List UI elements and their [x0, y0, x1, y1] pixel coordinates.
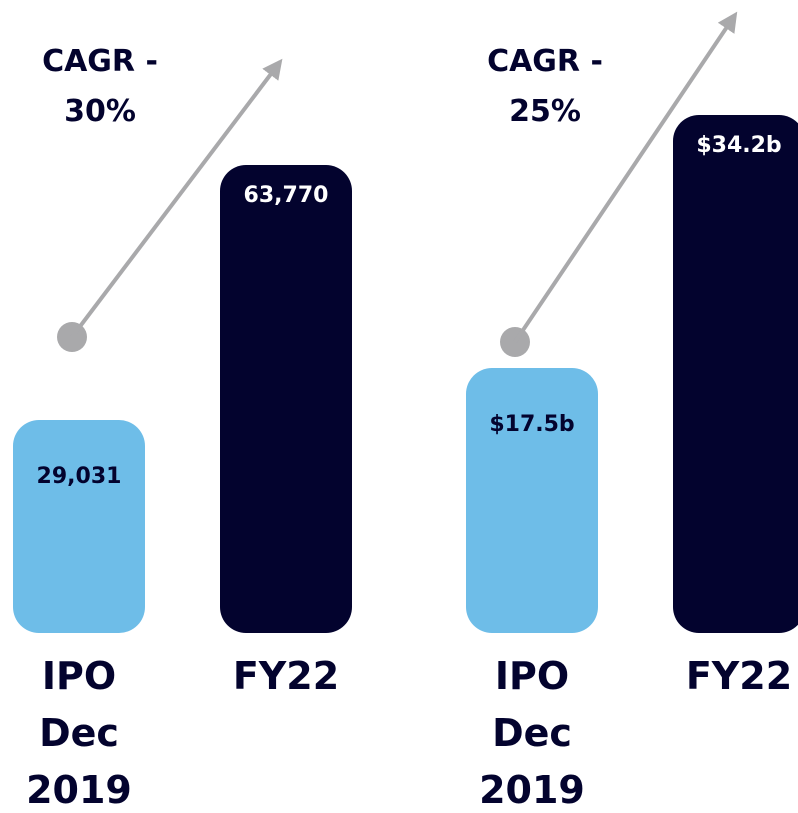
value-label: 63,770: [243, 183, 329, 208]
arrow: [57, 58, 283, 352]
x-tick-label: FY22: [685, 654, 793, 698]
arrow: [500, 11, 738, 357]
value-label: 29,031: [36, 463, 122, 489]
x-tick-label: IPO Dec 2019: [26, 654, 132, 812]
value-label: $34.2b: [696, 133, 782, 158]
x-tick-label: IPO Dec 2019: [479, 654, 585, 812]
bar: [466, 367, 598, 633]
bar: [13, 419, 145, 633]
value-label: $17.5b: [489, 411, 575, 437]
x-tick-label: FY22: [232, 654, 340, 698]
annotation: CAGR - 30%: [42, 44, 158, 129]
bar: [673, 115, 798, 633]
bar: [220, 165, 352, 633]
annotation: CAGR - 25%: [487, 44, 603, 129]
